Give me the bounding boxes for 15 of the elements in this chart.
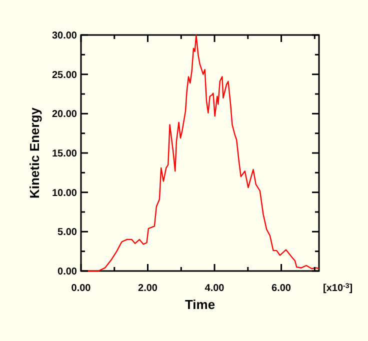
x-tick-label: 2.00 [138, 283, 158, 294]
y-tick-label: 20.00 [52, 109, 78, 120]
line-series [80, 34, 320, 272]
y-tick-label: 0.00 [58, 266, 78, 278]
x-axis-title: Time [184, 297, 216, 312]
y-tick-label: 10.00 [52, 188, 78, 199]
y-tick-label: 30.00 [52, 30, 78, 42]
x-tick-label: 0.00 [71, 283, 92, 294]
x-tick-label: 6.00 [272, 283, 292, 294]
y-tick-label: 5.00 [58, 227, 78, 238]
y-axis-title: Kinetic Energy [27, 106, 42, 199]
x-tick-label: 4.00 [204, 283, 225, 294]
y-tick-label: 15.00 [52, 148, 78, 160]
y-tick-label: 25.00 [52, 70, 78, 81]
text: [x10$^{-3}$] [323, 282, 353, 294]
